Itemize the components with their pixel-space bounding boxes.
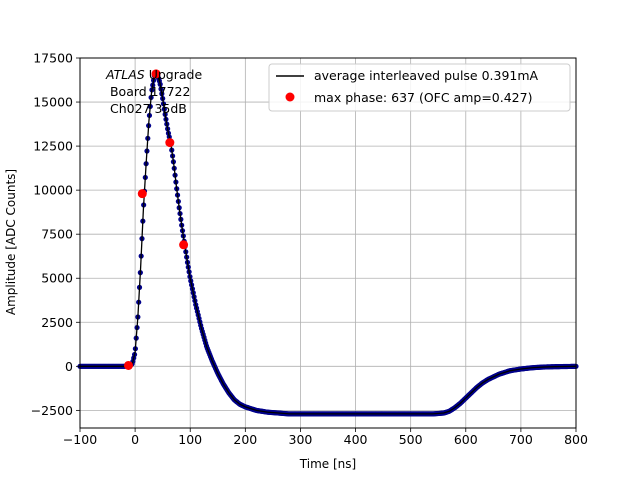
- max-phase-point: [137, 189, 147, 199]
- max-phase-point: [124, 360, 133, 370]
- y-tick-label: −2500: [31, 403, 73, 418]
- y-tick-label: 12500: [33, 139, 73, 154]
- x-tick-label: 300: [289, 432, 313, 447]
- y-tick-label: 0: [65, 359, 73, 374]
- average-pulse-line: [80, 72, 577, 415]
- max-phase-point: [151, 69, 161, 79]
- x-tick-label: 500: [399, 432, 423, 447]
- x-tick-label: 700: [509, 432, 533, 447]
- axis-ticks: −100 0 100 200 300 400 500 600 700 800 −2500 0 2500 5…: [31, 51, 588, 448]
- legend: average interleaved pulse 0.391mA max ph…: [268, 63, 571, 112]
- atlas-upgrade: Upgrade: [145, 67, 203, 82]
- y-tick-label: 17500: [33, 51, 73, 66]
- y-tick-label: 15000: [33, 95, 73, 110]
- y-axis-label: Amplitude [ADC Counts]: [4, 169, 18, 315]
- plot-frame: [79, 57, 577, 429]
- x-tick-label: 200: [233, 432, 257, 447]
- channel-label: Ch027 35dB: [106, 101, 187, 116]
- legend-label-pulse: average interleaved pulse 0.391mA: [314, 68, 539, 83]
- pulse-curve-layer: [80, 72, 577, 415]
- y-tick-label: 7500: [41, 227, 73, 242]
- x-axis-label: Time [ns]: [299, 457, 356, 471]
- max-phase-point: [165, 138, 175, 148]
- atlas-italic: ATLAS: [105, 67, 145, 82]
- x-tick-label: 600: [454, 432, 478, 447]
- y-tick-label: 5000: [41, 271, 73, 286]
- x-tick-label: −100: [63, 432, 97, 447]
- y-tick-label: 10000: [33, 183, 73, 198]
- sample-markers-layer: [77, 71, 579, 417]
- x-tick-label: 100: [178, 432, 202, 447]
- legend-red-dot-swatch: [285, 92, 295, 102]
- x-tick-label: 800: [564, 432, 588, 447]
- legend-label-max-phase: max phase: 637 (OFC amp=0.427): [314, 90, 532, 105]
- y-tick-label: 2500: [41, 315, 73, 330]
- board-label: Board 17722: [106, 84, 190, 99]
- x-tick-label: 0: [131, 432, 139, 447]
- atlas-annotation: ATLAS Upgrade Board 17722 Ch027 35dB: [105, 67, 202, 116]
- max-phase-point: [179, 240, 189, 250]
- svg-text:ATLAS Upgrade: ATLAS Upgrade: [105, 67, 202, 82]
- x-tick-label: 400: [344, 432, 368, 447]
- max-phase-points-layer: [124, 69, 189, 370]
- legend-box: [268, 63, 571, 112]
